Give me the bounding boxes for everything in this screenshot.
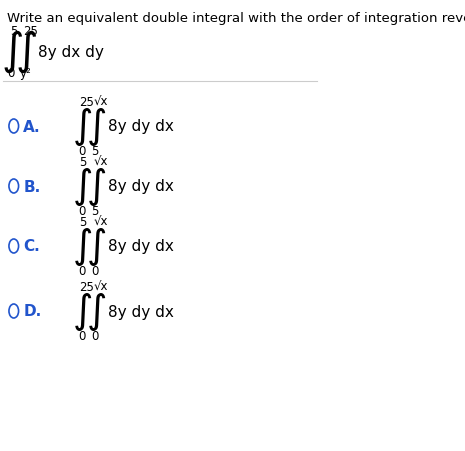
Text: $\int$: $\int$ [86,106,106,147]
Text: 8y dy dx: 8y dy dx [108,239,174,254]
Text: $\int$: $\int$ [15,29,37,75]
Text: 0: 0 [92,329,99,342]
Text: Write an equivalent double integral with the order of integration reversed.: Write an equivalent double integral with… [7,12,465,25]
Text: $\int$: $\int$ [73,106,93,147]
Text: √x: √x [93,281,108,293]
Text: 0: 0 [7,67,14,80]
Text: y²: y² [19,67,31,80]
Text: 0: 0 [78,329,85,342]
Text: 5: 5 [79,216,86,229]
Text: 25: 25 [79,96,94,109]
Text: $\int$: $\int$ [73,290,93,332]
Text: $\int$: $\int$ [86,290,106,332]
Text: $\int$: $\int$ [86,166,106,207]
Text: $\int$: $\int$ [73,226,93,267]
Text: 0: 0 [78,264,85,277]
Text: 8y dy dx: 8y dy dx [108,119,174,134]
Text: B.: B. [23,179,40,194]
Text: 25: 25 [23,25,38,38]
Text: 8y dx dy: 8y dx dy [38,44,104,60]
Text: $\int$: $\int$ [73,166,93,207]
Text: 5: 5 [92,205,99,217]
Text: √x: √x [93,96,108,109]
Text: 8y dy dx: 8y dy dx [108,304,174,319]
Text: 0: 0 [78,145,85,158]
Text: 0: 0 [78,205,85,217]
Text: √x: √x [93,156,108,169]
Text: C.: C. [23,239,40,254]
Text: $\int$: $\int$ [1,29,23,75]
Text: 5: 5 [79,156,86,169]
Text: 0: 0 [92,264,99,277]
Text: 25: 25 [79,281,94,293]
Text: 5: 5 [92,145,99,158]
Text: $\int$: $\int$ [86,226,106,267]
Text: 8y dy dx: 8y dy dx [108,179,174,194]
Text: 5: 5 [10,25,17,38]
Text: √x: √x [93,216,108,229]
Text: D.: D. [23,304,42,319]
Text: A.: A. [23,119,41,134]
